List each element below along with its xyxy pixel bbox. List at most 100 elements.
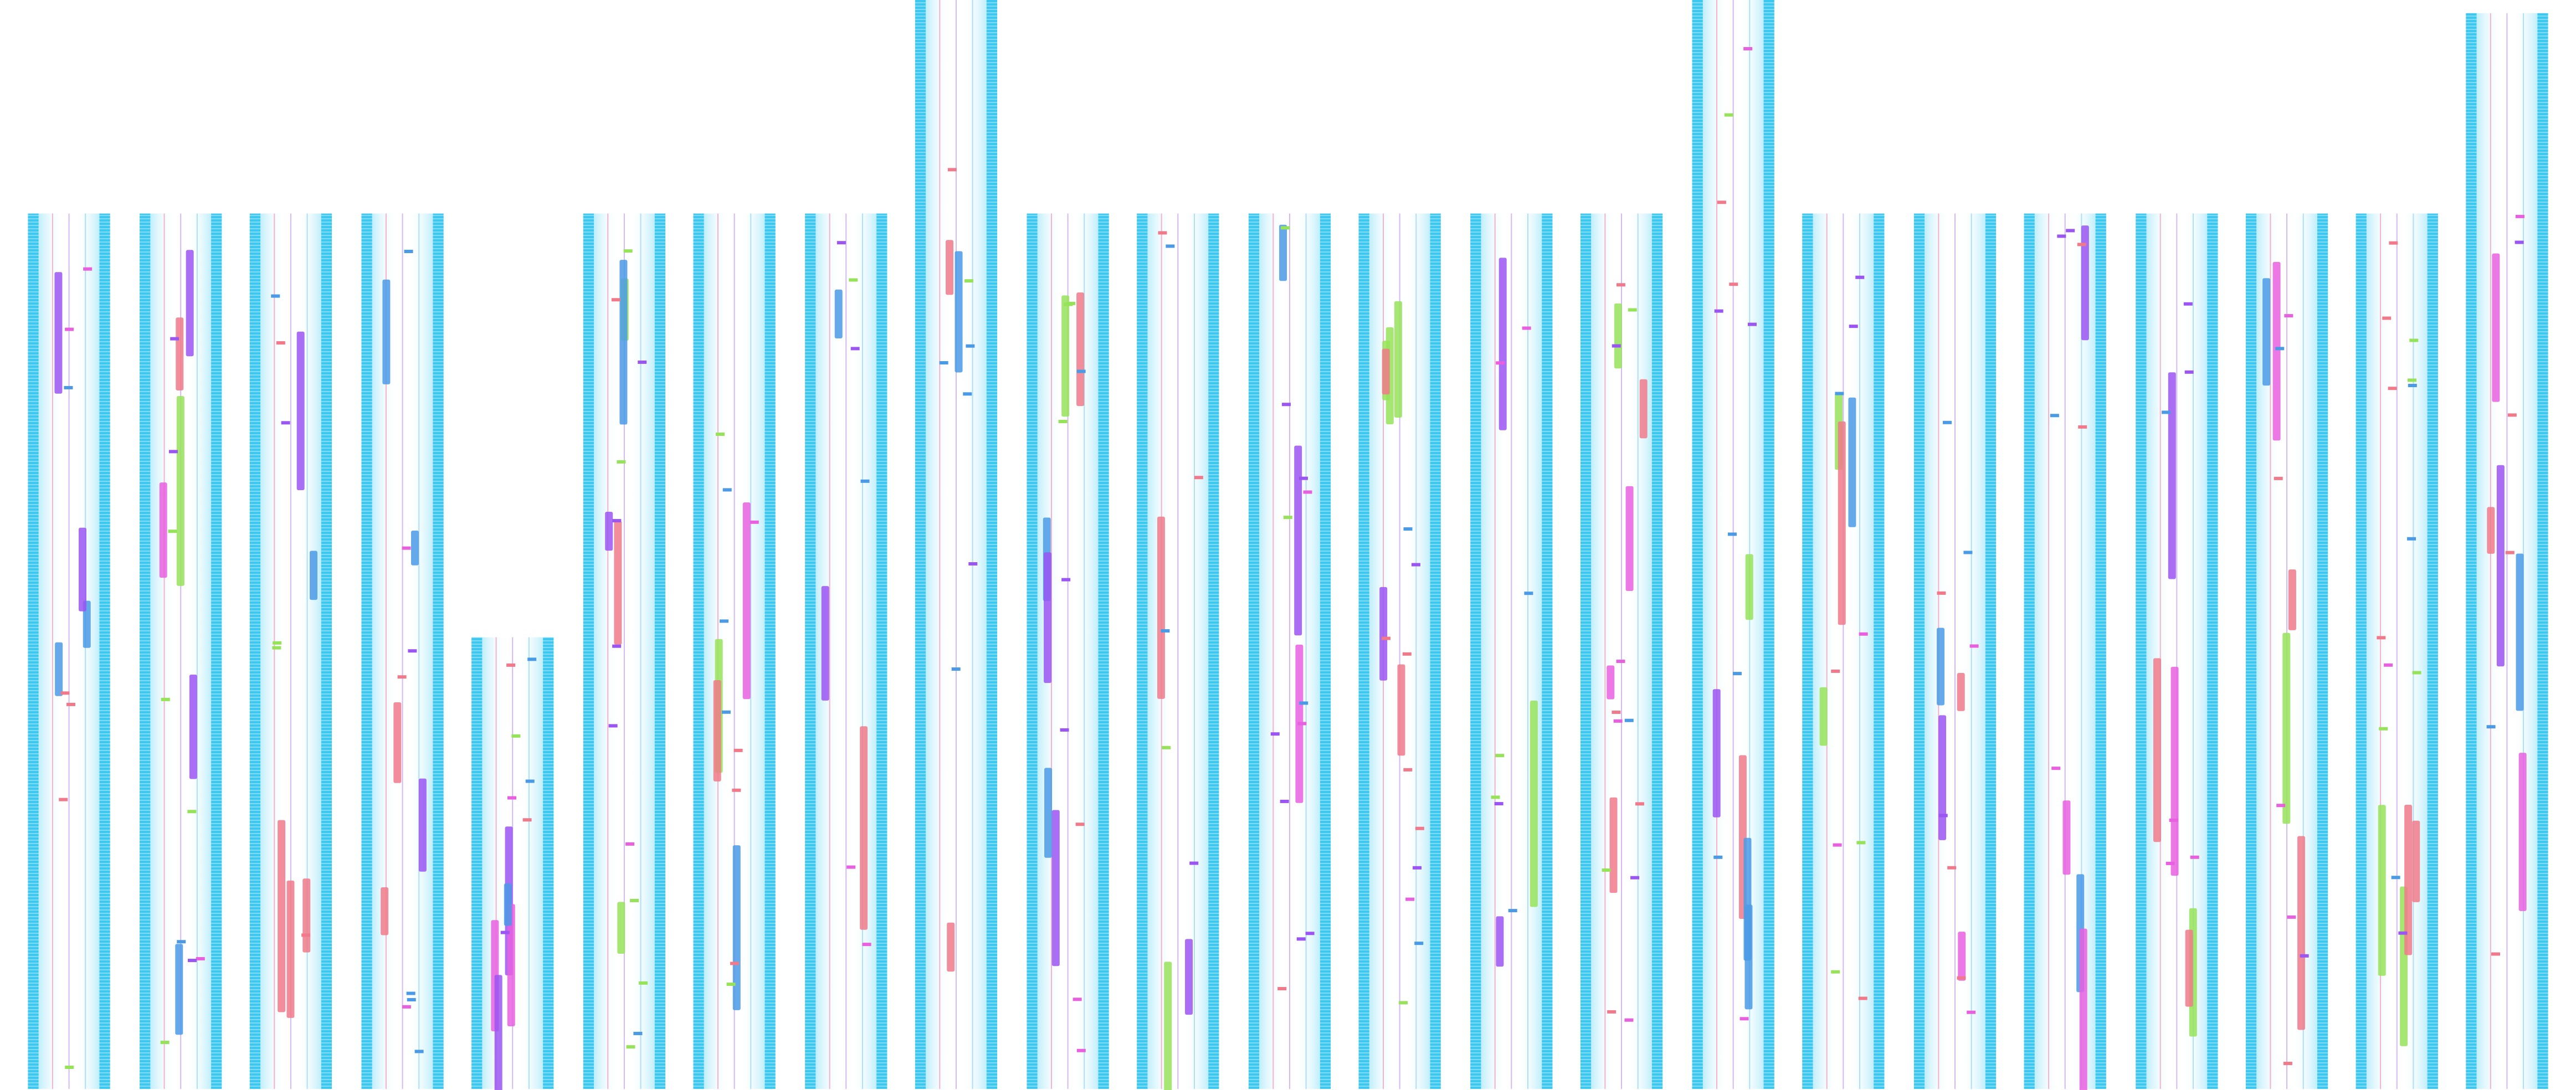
lane-border-left [1358, 213, 1369, 1089]
note-tap [1405, 897, 1415, 901]
note-tap [1729, 282, 1738, 286]
note-hold [2496, 465, 2505, 667]
note-tap [2507, 413, 2517, 417]
note-tap [2515, 240, 2524, 244]
lane-glow-right [74, 213, 100, 1089]
note-hold [2153, 658, 2161, 842]
lane-glow-left [150, 213, 175, 1089]
note-tap [1413, 866, 1422, 870]
note-tap [849, 278, 858, 282]
note-hold [296, 331, 305, 491]
note-tap [1281, 403, 1291, 407]
note-tap [525, 779, 535, 783]
note-tap [2407, 537, 2416, 541]
note-tap [1280, 226, 1290, 230]
note-tap [2077, 243, 2086, 246]
note-tap [1602, 868, 1611, 872]
note-tap [1522, 326, 1531, 330]
lane-border-left [1913, 213, 1925, 1089]
note-tap [1076, 1048, 1086, 1052]
lane-border-left [693, 213, 704, 1089]
note-hold [605, 512, 613, 551]
note-hold [1044, 768, 1053, 858]
note-hold [834, 289, 843, 339]
note-hold [418, 778, 427, 872]
note-tap [2166, 861, 2175, 865]
note-tap [1403, 527, 1413, 531]
note-tap [414, 1050, 424, 1053]
note-hold [2288, 569, 2296, 630]
note-hold [2170, 666, 2179, 876]
note-tap [2057, 234, 2066, 238]
lane-glow-right [186, 213, 212, 1089]
lane-border-left [471, 637, 483, 1089]
note-tap [2300, 954, 2309, 958]
note-tap [1612, 344, 1621, 348]
lane-glow-right [1627, 213, 1652, 1089]
note-tap [170, 337, 179, 341]
note-tap [188, 959, 197, 963]
note-tap [1724, 113, 1733, 117]
note-hold [619, 260, 628, 425]
note-hold [1044, 552, 1052, 683]
note-hold [946, 240, 954, 295]
lane-border-right [99, 213, 110, 1089]
note-tap [1630, 876, 1640, 880]
note-hold [78, 527, 86, 611]
note-tap [1957, 976, 1966, 980]
note-tap [1066, 301, 1076, 305]
note-hold [2297, 836, 2306, 1030]
note-tap [964, 279, 974, 283]
note-tap [1166, 244, 1175, 248]
note-tap [966, 344, 975, 348]
note-hold [1397, 664, 1405, 756]
lane-border-right [1985, 213, 1997, 1089]
note-hold [2168, 372, 2176, 579]
note-tap [177, 940, 186, 944]
note-tap [1739, 1017, 1749, 1021]
note-tap [860, 479, 870, 483]
note-hold [1838, 421, 1846, 625]
note-tap [2412, 671, 2421, 675]
note-tap [1414, 942, 1424, 945]
note-tap [1076, 369, 1086, 373]
note-tap [1280, 799, 1289, 803]
lane-glow-left [1702, 0, 1728, 1089]
note-hold [732, 845, 741, 1010]
note-tap [1714, 309, 1723, 313]
note-hold [1061, 295, 1070, 417]
note-tap [633, 1031, 643, 1035]
note-tap [639, 981, 648, 985]
note-tap [66, 702, 75, 706]
note-hold [1379, 587, 1388, 681]
note-hold [617, 902, 625, 954]
note-tap [1299, 476, 1308, 480]
note-tap [65, 327, 74, 331]
note-hold [159, 482, 167, 578]
note-tap [1399, 1001, 1408, 1005]
lane-border-left [805, 213, 816, 1089]
note-tap [1494, 802, 1503, 806]
note-hold [1937, 628, 1945, 706]
note-tap [1616, 660, 1625, 664]
note-tap [507, 796, 517, 800]
note-tap [1624, 718, 1634, 722]
lane-border-right [211, 213, 222, 1089]
note-tap [1161, 629, 1170, 633]
note-tap [168, 529, 177, 533]
lane-border-left [1470, 213, 1481, 1089]
note-tap [1075, 822, 1085, 826]
note-tap [1831, 669, 1840, 673]
note-hold [1294, 445, 1302, 636]
lane-glow-right [851, 213, 877, 1089]
note-hold [614, 521, 622, 645]
note-tap [1943, 420, 1952, 424]
note-tap [2388, 387, 2397, 390]
note-hold [382, 279, 391, 384]
note-tap [1732, 672, 1742, 676]
note-tap [273, 641, 282, 645]
note-tap [2384, 663, 2393, 667]
note-tap [722, 488, 732, 492]
note-tap [1963, 551, 1973, 554]
note-hold [1639, 379, 1648, 439]
